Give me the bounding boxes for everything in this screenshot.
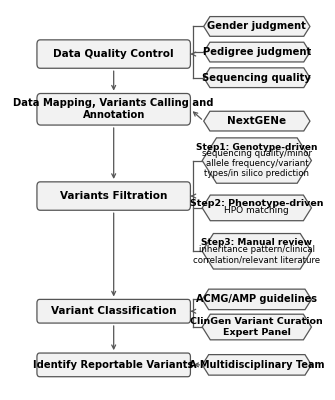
Text: NextGENe: NextGENe bbox=[227, 116, 286, 126]
Text: Pedigree judgment: Pedigree judgment bbox=[203, 47, 311, 57]
Text: Data Mapping, Variants Calling and
Annotation: Data Mapping, Variants Calling and Annot… bbox=[13, 98, 214, 120]
Text: inheritance pattern/clinical
correlation/relevant literature: inheritance pattern/clinical correlation… bbox=[193, 245, 320, 264]
Polygon shape bbox=[202, 234, 312, 269]
Text: A Multidisciplinary Team: A Multidisciplinary Team bbox=[189, 360, 325, 370]
FancyBboxPatch shape bbox=[37, 299, 190, 323]
Text: sequencing quality/minor
allele frequency/variant
types/in silico prediction: sequencing quality/minor allele frequenc… bbox=[202, 149, 312, 178]
Text: ACMG/AMP guidelines: ACMG/AMP guidelines bbox=[196, 294, 317, 304]
Text: Variant Classification: Variant Classification bbox=[51, 306, 177, 316]
Text: Variants Filtration: Variants Filtration bbox=[60, 191, 168, 201]
Text: Step2: Phenotype-driven: Step2: Phenotype-driven bbox=[190, 199, 324, 208]
Text: Sequencing quality: Sequencing quality bbox=[202, 73, 311, 83]
FancyBboxPatch shape bbox=[37, 40, 190, 68]
Text: Step1: Genotype-driven: Step1: Genotype-driven bbox=[196, 143, 318, 152]
Text: Step3: Manual review: Step3: Manual review bbox=[201, 238, 312, 247]
Text: HPO matching: HPO matching bbox=[224, 206, 289, 216]
Polygon shape bbox=[202, 355, 312, 375]
Polygon shape bbox=[202, 195, 312, 221]
Polygon shape bbox=[202, 138, 312, 183]
Polygon shape bbox=[202, 314, 312, 340]
Text: Gender judgment: Gender judgment bbox=[207, 22, 306, 32]
FancyBboxPatch shape bbox=[37, 182, 190, 210]
Text: Identify Reportable Variants: Identify Reportable Variants bbox=[34, 360, 194, 370]
Polygon shape bbox=[204, 42, 310, 62]
Text: Data Quality Control: Data Quality Control bbox=[53, 49, 174, 59]
FancyBboxPatch shape bbox=[37, 353, 190, 377]
Polygon shape bbox=[204, 68, 310, 88]
Polygon shape bbox=[202, 289, 312, 310]
Text: ClinGen Variant Curation
Expert Panel: ClinGen Variant Curation Expert Panel bbox=[191, 317, 323, 337]
Polygon shape bbox=[204, 16, 310, 36]
FancyBboxPatch shape bbox=[37, 94, 190, 125]
Polygon shape bbox=[204, 111, 310, 131]
